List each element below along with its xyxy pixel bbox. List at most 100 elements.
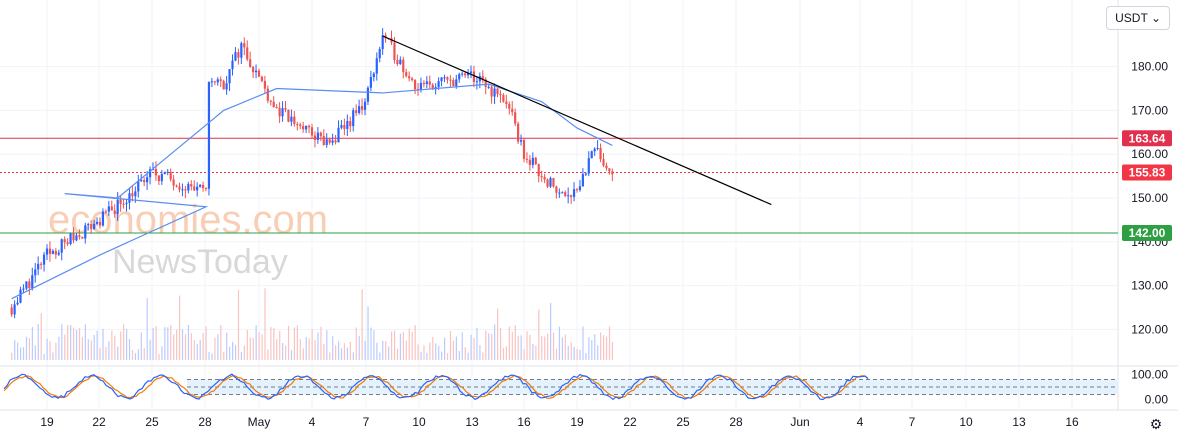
candle-body [196, 186, 199, 191]
volume-bar [564, 334, 566, 360]
date-tick-label: 4 [309, 415, 316, 429]
candle-body [281, 108, 284, 117]
volume-bar [28, 338, 31, 360]
volume-bar [346, 347, 349, 360]
volume-bar [20, 347, 22, 360]
volume-bar [232, 341, 234, 360]
trendline[interactable] [382, 35, 772, 206]
candle-body [75, 235, 78, 241]
volume-bar [508, 326, 510, 360]
date-tick-label: 19 [40, 415, 54, 429]
volume-bar [420, 351, 422, 360]
currency-label: USDT [1115, 11, 1148, 25]
candle-body [98, 221, 102, 226]
candles [10, 28, 614, 319]
volume-bar [167, 327, 169, 360]
volume-bar [102, 328, 104, 360]
candle-body [525, 158, 529, 160]
volume-bar [226, 332, 228, 360]
time-axis[interactable]: 19 22 25 28 May 4 7 10 13 16 19 22 25 28 Jun 4 7 10 13 16 [40, 415, 1079, 429]
candle-body [531, 157, 534, 165]
volume-bar [273, 328, 275, 360]
candle-body [425, 81, 428, 85]
candle-body [172, 179, 175, 186]
volume-bar [52, 352, 54, 360]
volume-bar [573, 347, 575, 360]
moving-average-line [11, 83, 613, 300]
volume-bar [123, 324, 125, 360]
candle-body [402, 59, 405, 73]
volume-bar [75, 330, 78, 360]
candle-body [343, 125, 346, 129]
candle-body [570, 195, 573, 197]
volume-bar [444, 337, 446, 360]
candle-body [66, 242, 69, 245]
candle-body [37, 263, 40, 270]
volume-bar [382, 340, 384, 360]
currency-selector[interactable]: USDT ⌄ [1106, 6, 1170, 30]
volume-bar [252, 337, 254, 360]
volume-bar [120, 331, 122, 360]
volume-bar [376, 342, 378, 360]
volume-bar [340, 348, 343, 360]
gear-icon[interactable]: ⚙ [1149, 416, 1163, 432]
volume-bar [570, 342, 572, 360]
candle-body [181, 189, 184, 191]
price-tag-current [1122, 164, 1172, 181]
candle-body [284, 108, 287, 110]
volume-bar [391, 331, 393, 360]
candle-body [490, 86, 493, 97]
candle-body [154, 168, 158, 176]
volume-bar [34, 345, 36, 360]
price-tag-resistance [1122, 130, 1172, 147]
date-tick-label: 7 [363, 415, 370, 429]
volume-bar [114, 335, 116, 360]
volume-bar [514, 325, 516, 360]
volume-bar [523, 349, 525, 360]
volume-bar [335, 345, 337, 360]
candle-body [419, 82, 423, 90]
candle-body [290, 116, 293, 122]
date-tick-label: 16 [517, 415, 531, 429]
volume-bar [567, 345, 569, 360]
candle-body [499, 93, 502, 96]
candle-body [163, 172, 166, 175]
candle-body [505, 101, 508, 104]
volume-bar [267, 349, 269, 360]
candle-body [446, 77, 449, 80]
volume-bar [438, 345, 440, 360]
price-tag-support [1122, 225, 1172, 242]
osc-tick-label: 100.00 [1131, 368, 1168, 382]
volume-bar [426, 352, 428, 360]
date-tick-label: 13 [465, 415, 479, 429]
candle-body [287, 109, 290, 122]
volume-bar [464, 347, 466, 360]
volume-bar [552, 332, 555, 360]
candle-body [575, 189, 579, 191]
volume-bar [452, 340, 455, 360]
volume-bar [25, 336, 28, 360]
volume-bar [170, 325, 172, 360]
candle-body [519, 140, 523, 142]
volume-bar [317, 332, 319, 360]
candle-body [51, 250, 54, 254]
candle-body [119, 199, 122, 204]
candle-body [243, 43, 246, 48]
volume-bar [576, 348, 578, 360]
volume-bar [64, 334, 66, 360]
candle-body [193, 186, 196, 191]
volume-bar [588, 337, 590, 360]
volume-bar [190, 333, 192, 360]
volume-bar [399, 333, 402, 360]
candle-body [408, 76, 411, 79]
volume-bar [302, 348, 304, 360]
candle-body [611, 171, 614, 175]
volume-bar [467, 352, 469, 360]
candle-body [316, 132, 319, 140]
candle-body [278, 107, 281, 117]
candle-body [48, 248, 52, 254]
candle-body [469, 71, 473, 74]
date-tick-label: 13 [1012, 415, 1026, 429]
volume-bar [217, 334, 219, 360]
